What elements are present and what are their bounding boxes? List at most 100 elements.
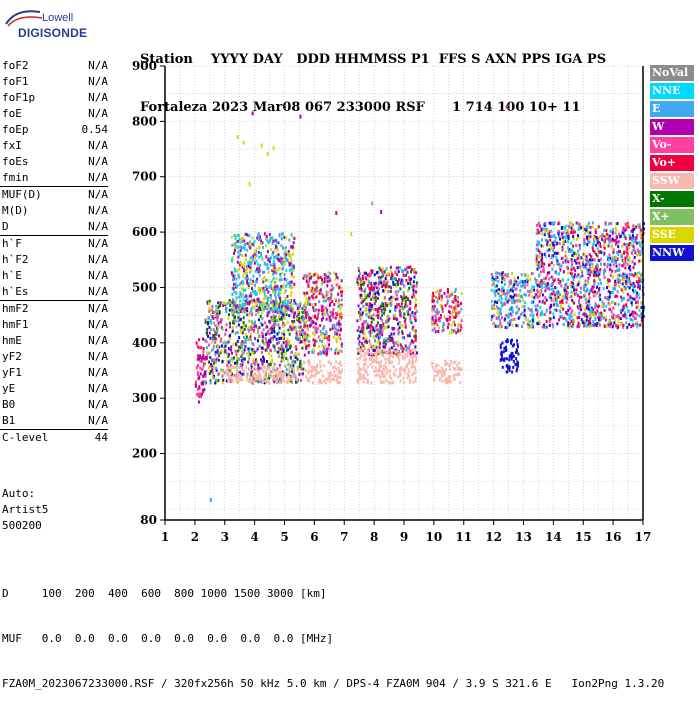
echo-point <box>588 253 591 257</box>
echo-point <box>508 294 511 298</box>
echo-point <box>196 371 199 374</box>
echo-point <box>296 365 299 369</box>
echo-point <box>590 310 593 314</box>
echo-point <box>276 375 279 379</box>
echo-point <box>246 279 248 283</box>
echo-point <box>271 338 274 342</box>
echo-point <box>264 376 267 380</box>
echo-point <box>320 292 323 296</box>
echo-point <box>552 243 555 247</box>
echo-point <box>274 296 277 300</box>
echo-point <box>615 228 618 232</box>
echo-point <box>298 306 301 310</box>
echo-point <box>633 227 636 231</box>
echo-point <box>276 374 279 378</box>
echo-point <box>631 260 634 264</box>
echo-point <box>433 319 435 322</box>
echo-point <box>357 304 360 308</box>
echo-point <box>407 276 410 280</box>
echo-point <box>517 345 519 349</box>
echo-point <box>285 348 288 352</box>
param-row: yE N/A <box>0 381 112 397</box>
echo-point <box>639 323 642 327</box>
echo-point <box>248 319 251 323</box>
echo-point <box>200 346 203 350</box>
echo-point <box>310 274 313 278</box>
echo-point <box>399 373 402 376</box>
echo-point <box>250 363 253 366</box>
echo-point <box>241 363 244 367</box>
echo-point <box>550 283 553 286</box>
echo-point <box>256 369 259 373</box>
echo-point <box>266 302 269 306</box>
echo-point <box>362 374 365 378</box>
echo-point <box>281 378 284 382</box>
echo-point <box>271 252 274 256</box>
echo-point <box>280 278 283 282</box>
echo-point <box>529 313 532 317</box>
echo-point <box>431 309 434 313</box>
echo-point <box>544 296 547 300</box>
echo-point <box>254 362 257 366</box>
echo-point <box>632 248 635 252</box>
echo-point <box>310 321 313 325</box>
echo-point <box>382 338 385 342</box>
echo-point <box>369 329 372 333</box>
echo-point <box>434 321 437 325</box>
echo-point <box>237 273 240 277</box>
echo-point <box>300 378 302 382</box>
echo-point <box>240 345 243 349</box>
echo-point <box>545 309 548 313</box>
echo-point <box>236 240 239 243</box>
echo-point <box>314 328 317 332</box>
echo-point <box>369 304 372 308</box>
echo-point <box>640 301 643 305</box>
echo-point <box>385 367 388 371</box>
echo-point <box>588 320 590 324</box>
echo-point <box>530 325 533 329</box>
echo-point <box>267 257 270 261</box>
echo-point <box>261 332 264 336</box>
echo-point <box>229 348 232 352</box>
echo-point <box>300 340 303 344</box>
echo-point <box>382 302 385 306</box>
echo-point <box>298 303 301 307</box>
echo-point <box>291 359 294 363</box>
echo-point <box>385 318 388 322</box>
echo-point <box>579 308 582 312</box>
echo-point <box>389 374 391 378</box>
echo-point <box>414 368 417 371</box>
echo-point <box>384 308 387 312</box>
echo-point <box>505 274 508 278</box>
echo-point <box>507 321 510 325</box>
echo-point <box>627 251 629 255</box>
echo-point <box>388 348 391 351</box>
echo-point <box>288 263 291 267</box>
echo-point <box>366 350 369 354</box>
auto-version: 500200 <box>2 519 42 532</box>
echo-point <box>620 299 623 303</box>
echo-point <box>506 289 509 293</box>
echo-point <box>233 245 236 249</box>
echo-point <box>553 308 556 312</box>
echo-point <box>283 260 286 264</box>
echo-point <box>336 328 339 332</box>
echo-point <box>562 240 565 244</box>
echo-point <box>609 263 612 267</box>
echo-point <box>276 341 279 345</box>
echo-point <box>414 359 417 363</box>
echo-point <box>241 253 244 257</box>
echo-point <box>508 323 511 327</box>
echo-point <box>244 288 247 292</box>
echo-point <box>291 320 294 323</box>
echo-point <box>242 316 245 320</box>
echo-point <box>513 317 516 321</box>
echo-point <box>628 234 631 238</box>
echo-point <box>278 278 281 282</box>
echo-point <box>366 340 369 344</box>
echo-point <box>614 323 617 327</box>
echo-point <box>326 293 329 297</box>
echo-point <box>257 297 260 301</box>
echo-point <box>611 269 614 273</box>
echo-point <box>379 364 382 368</box>
